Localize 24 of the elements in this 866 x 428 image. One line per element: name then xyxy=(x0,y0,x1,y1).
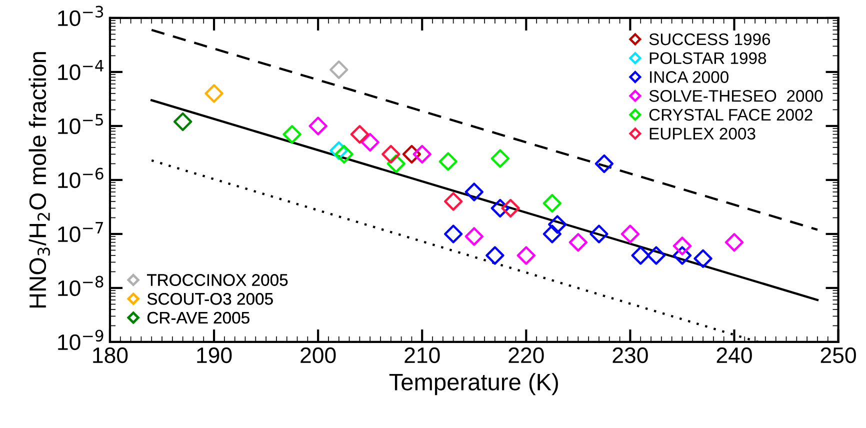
legend-label: CR-AVE 2005 xyxy=(147,312,250,324)
legend-label: SOLVE-THESEO 2000 xyxy=(649,90,823,102)
x-tick-label: 230 xyxy=(612,347,648,364)
y-axis-title: HNO$_{3}$/H$_{2}$O mole fraction xyxy=(28,52,50,308)
y-tick-label: 10$^{−3}$ xyxy=(58,6,104,26)
legend-label: TROCCINOX 2005 xyxy=(147,274,288,286)
x-tick-label: 250 xyxy=(820,347,856,364)
y-tick-label: 10$^{−7}$ xyxy=(58,222,103,242)
legend-label: EUPLEX 2003 xyxy=(650,128,756,140)
legend-label: INCA 2000 xyxy=(650,71,728,83)
legend-label: SCOUT-O3 2005 xyxy=(147,293,273,305)
y-tick-label: 10$^{−6}$ xyxy=(58,168,104,188)
legend-label: POLSTAR 1998 xyxy=(650,52,766,64)
x-tick-label: 240 xyxy=(716,347,752,364)
y-tick-label: 10$^{−5}$ xyxy=(58,114,103,134)
x-axis-title: Temperature (K) xyxy=(389,373,558,396)
x-tick-label: 210 xyxy=(404,347,440,364)
x-tick-label: 200 xyxy=(300,347,336,364)
y-tick-label: 10$^{−8}$ xyxy=(58,276,104,296)
legend-label: SUCCESS 1996 xyxy=(649,33,770,46)
x-tick-label: 220 xyxy=(508,347,544,364)
x-tick-label: 190 xyxy=(197,347,232,364)
legend-label: CRYSTAL FACE 2002 xyxy=(649,108,812,121)
y-tick-label: 10$^{−4}$ xyxy=(58,60,104,80)
